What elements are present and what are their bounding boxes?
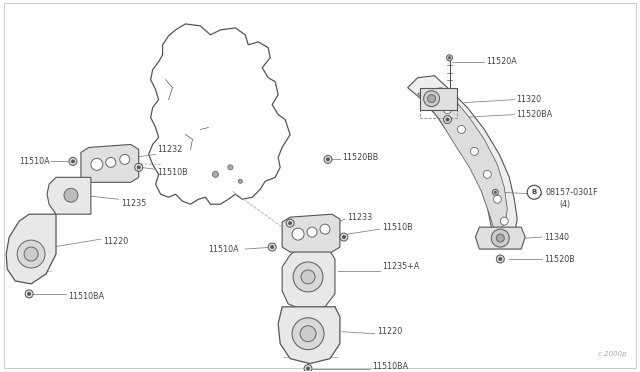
Text: c 2000p: c 2000p [598, 351, 627, 357]
Text: 11520B: 11520B [544, 254, 575, 263]
Text: 11510BA: 11510BA [372, 362, 408, 371]
Polygon shape [418, 88, 508, 229]
Text: 11510B: 11510B [382, 222, 412, 232]
Text: 11235: 11235 [121, 199, 146, 208]
Circle shape [494, 191, 497, 193]
Circle shape [293, 262, 323, 292]
Polygon shape [476, 227, 525, 249]
Circle shape [492, 189, 499, 195]
Circle shape [500, 217, 508, 225]
Text: 08157-0301F: 08157-0301F [545, 188, 598, 197]
Circle shape [527, 185, 541, 199]
Polygon shape [278, 307, 340, 363]
Text: 11510BA: 11510BA [68, 292, 104, 301]
Circle shape [326, 158, 330, 161]
Polygon shape [6, 214, 56, 284]
Text: 11233: 11233 [347, 213, 372, 222]
Circle shape [307, 367, 310, 370]
Circle shape [458, 125, 465, 134]
Circle shape [64, 188, 78, 202]
Text: 11340: 11340 [544, 232, 569, 241]
Circle shape [428, 94, 436, 103]
Circle shape [324, 155, 332, 163]
Circle shape [448, 57, 451, 59]
Circle shape [271, 246, 274, 248]
Circle shape [497, 234, 504, 242]
Text: 11510A: 11510A [209, 244, 239, 254]
Polygon shape [282, 251, 335, 311]
Text: 11320: 11320 [516, 95, 541, 104]
Circle shape [268, 243, 276, 251]
Circle shape [483, 170, 492, 178]
Text: 11235+A: 11235+A [382, 263, 419, 272]
Circle shape [106, 157, 116, 167]
Circle shape [342, 235, 346, 239]
Text: 11520A: 11520A [486, 57, 517, 66]
Text: 11220: 11220 [103, 237, 128, 246]
Text: 11520BA: 11520BA [516, 110, 552, 119]
Circle shape [340, 233, 348, 241]
Text: 11520BB: 11520BB [342, 153, 378, 162]
Text: 11220: 11220 [377, 327, 402, 336]
Circle shape [292, 228, 304, 240]
Circle shape [300, 326, 316, 342]
FancyBboxPatch shape [420, 88, 458, 110]
Circle shape [444, 106, 451, 113]
Circle shape [238, 179, 243, 183]
Text: B: B [532, 189, 537, 195]
Polygon shape [47, 177, 91, 214]
Circle shape [212, 171, 218, 177]
Text: (4): (4) [559, 200, 570, 209]
Circle shape [120, 154, 130, 164]
Text: 11510A: 11510A [19, 157, 50, 166]
Circle shape [470, 147, 478, 155]
Circle shape [446, 118, 449, 121]
Circle shape [497, 255, 504, 263]
Polygon shape [408, 76, 517, 241]
Circle shape [499, 257, 502, 261]
Circle shape [289, 222, 292, 225]
Circle shape [301, 270, 315, 284]
Circle shape [424, 91, 440, 107]
Circle shape [292, 318, 324, 350]
Circle shape [69, 157, 77, 166]
Circle shape [91, 158, 103, 170]
Polygon shape [81, 144, 139, 182]
Circle shape [286, 219, 294, 227]
Circle shape [492, 229, 509, 247]
Circle shape [24, 247, 38, 261]
Circle shape [28, 292, 31, 295]
Circle shape [137, 166, 140, 169]
Circle shape [447, 55, 452, 60]
Bar [420, 88, 458, 118]
Circle shape [134, 163, 143, 171]
Circle shape [304, 365, 312, 372]
Circle shape [17, 240, 45, 268]
Circle shape [307, 227, 317, 237]
Circle shape [71, 160, 74, 163]
Circle shape [444, 116, 451, 124]
Circle shape [320, 224, 330, 234]
Text: 11510B: 11510B [157, 168, 188, 177]
Circle shape [493, 195, 501, 203]
Text: 11232: 11232 [157, 145, 183, 154]
Circle shape [447, 55, 452, 61]
Polygon shape [282, 214, 340, 252]
Circle shape [428, 89, 436, 97]
Circle shape [25, 290, 33, 298]
Circle shape [228, 165, 233, 170]
